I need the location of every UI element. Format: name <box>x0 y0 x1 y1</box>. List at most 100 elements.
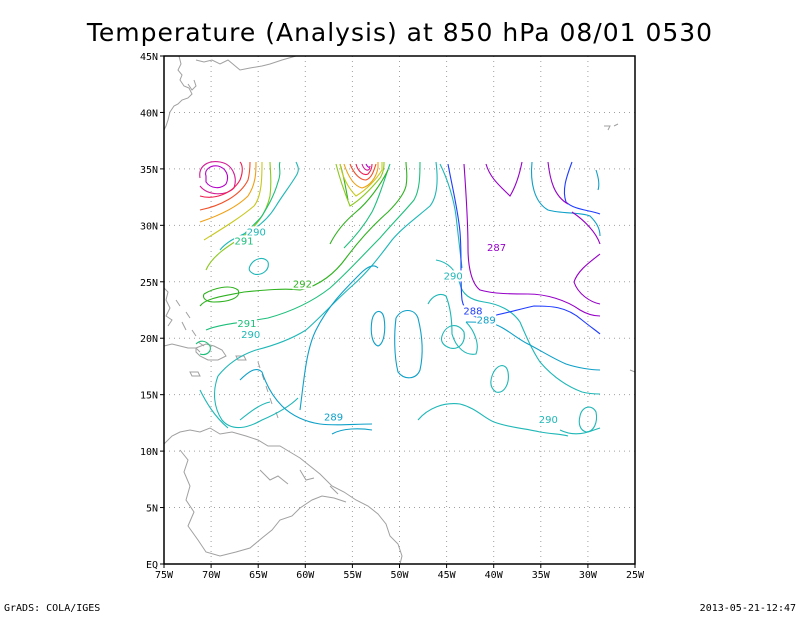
contour-297-west <box>199 161 243 198</box>
contour-290-mid-north <box>435 259 601 395</box>
y-tick-label: 25N <box>140 278 158 289</box>
contour-label-bg <box>486 242 507 254</box>
footer-credit: GrADS: COLA/IGES <box>4 603 101 614</box>
contour-label-bg <box>323 411 344 423</box>
x-tick-label: 25W <box>626 570 645 581</box>
x-tick-label: 50W <box>390 570 409 581</box>
x-tick-label: 45W <box>438 570 457 581</box>
cape-cod-coast <box>187 79 197 91</box>
contour-290-loop3 <box>490 365 509 393</box>
y-tick-label: 40N <box>140 108 158 119</box>
contour-289-east-loop <box>394 309 423 379</box>
contour-label: 290 <box>247 227 266 238</box>
contour-290-loop4 <box>578 406 598 433</box>
contour-289-central <box>299 265 379 411</box>
south-america-coast <box>163 427 403 565</box>
y-tick-label: 10N <box>140 447 158 458</box>
x-tick-label: 40W <box>485 570 504 581</box>
cuba-coast <box>163 343 201 353</box>
south-america-interior <box>179 449 347 557</box>
contour-299-west <box>205 165 229 189</box>
contour-label-bg <box>292 278 313 290</box>
x-tick-label: 75W <box>155 570 174 581</box>
contour-290-southwest <box>199 389 271 429</box>
contour-label: 292 <box>293 279 312 290</box>
contour-label: 288 <box>463 306 482 317</box>
contour-289-east-north <box>530 161 601 237</box>
contour-label-bg <box>476 314 497 326</box>
contour-296-west <box>199 161 251 211</box>
contour-290-loop <box>248 257 269 275</box>
contour-label: 289 <box>477 315 496 326</box>
contour-295-east <box>343 162 379 189</box>
contour-290-north <box>219 161 299 251</box>
africa-edge <box>629 369 636 373</box>
contour-295-west <box>199 161 257 223</box>
contour-291-south-loop <box>195 340 211 356</box>
x-tick-label: 30W <box>579 570 598 581</box>
contour-290-south <box>213 375 299 429</box>
contour-label: 290 <box>444 271 463 282</box>
contour-290-west <box>217 161 438 377</box>
contour-label: 287 <box>487 243 506 254</box>
contour-label-bg <box>443 270 464 282</box>
contour-label-bg <box>240 329 261 341</box>
x-tick-label: 65W <box>249 570 268 581</box>
contour-label-bg <box>236 317 257 329</box>
jamaica-coast <box>189 371 201 377</box>
florida-keys <box>163 287 173 327</box>
contour-290-mid <box>417 293 569 437</box>
contour-label-bg <box>246 226 267 238</box>
x-tick-label: 55W <box>343 570 362 581</box>
contour-291-east <box>343 163 391 249</box>
contour-label: 290 <box>539 415 558 426</box>
contour-label: 291 <box>237 319 256 330</box>
nova-scotia-coast <box>195 55 297 71</box>
contour-289-loop-south <box>331 428 373 435</box>
contour-289-small-loop <box>370 310 386 347</box>
contour-label: 291 <box>235 236 254 247</box>
contour-290-loop2 <box>440 325 465 349</box>
contour-label: 290 <box>241 330 260 341</box>
bahamas-islands <box>175 299 205 347</box>
y-tick-label: 15N <box>140 391 158 402</box>
contour-label-bg <box>462 305 483 317</box>
contour-298-east <box>361 163 371 171</box>
graticule <box>164 56 635 564</box>
y-tick-label: 35N <box>140 165 158 176</box>
lesser-antilles <box>257 361 279 419</box>
y-tick-label: 45N <box>140 52 158 63</box>
contour-297-east <box>355 163 373 176</box>
contour-291-west <box>205 161 421 331</box>
contour-298-west <box>199 161 236 195</box>
contour-287 <box>463 161 601 317</box>
contour-288-east <box>563 161 601 215</box>
contour-label-bg <box>234 235 255 247</box>
azores-islands <box>604 123 619 131</box>
contour-294-west <box>203 161 263 241</box>
axis-labels: 75W 70W 65W 60W 55W 50W 45W 40W 35W 30W 25W EQ 5N 10N… <box>140 52 645 581</box>
contour-289-main <box>239 369 373 426</box>
x-tick-label: 60W <box>296 570 315 581</box>
contour-292-loop <box>202 286 240 303</box>
guiana-rivers <box>259 469 339 495</box>
y-tick-label: 30N <box>140 221 158 232</box>
x-tick-label: 70W <box>202 570 221 581</box>
coastlines <box>163 55 636 565</box>
contour-290-east-edge <box>559 427 601 435</box>
map-title: Temperature (Analysis) at 850 hPa 08/01 … <box>86 18 714 47</box>
contour-293-east <box>335 161 385 207</box>
contour-290-east-north <box>439 163 463 269</box>
footer-timestamp: 2013-05-21-12:47 <box>699 603 796 614</box>
contour-296-east <box>349 163 377 181</box>
contour-294-east <box>339 162 383 197</box>
north-america-coast <box>163 55 193 131</box>
y-tick-label: 20N <box>140 334 158 345</box>
y-tick-label: 5N <box>146 504 158 515</box>
contour-label: 289 <box>324 413 343 424</box>
contour-label-bg <box>538 413 559 425</box>
contour-299-east <box>365 163 371 168</box>
temperature-contours <box>195 161 601 437</box>
